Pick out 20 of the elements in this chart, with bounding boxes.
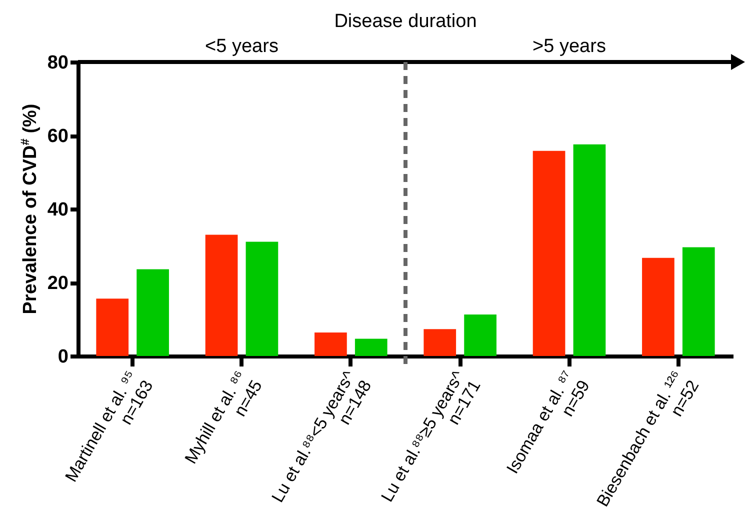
bar [682,247,715,356]
text: >5 years [532,36,606,57]
bar [573,144,606,356]
text: <5 years [205,36,278,57]
y-tick-label: 20 [47,273,68,294]
bar [424,329,456,356]
bar [136,269,169,356]
bar [246,242,278,356]
chart-title: Disease duration [334,11,477,32]
y-tick-label: 60 [47,126,68,147]
y-tick-label: 0 [58,346,68,368]
bar [354,338,388,356]
bar [464,314,496,356]
bar [314,332,347,356]
y-tick-label: 80 [47,52,68,74]
bar [642,258,674,356]
bar [205,234,238,356]
y-tick-label: 40 [47,200,68,220]
bar [532,150,566,356]
bar [96,298,129,356]
